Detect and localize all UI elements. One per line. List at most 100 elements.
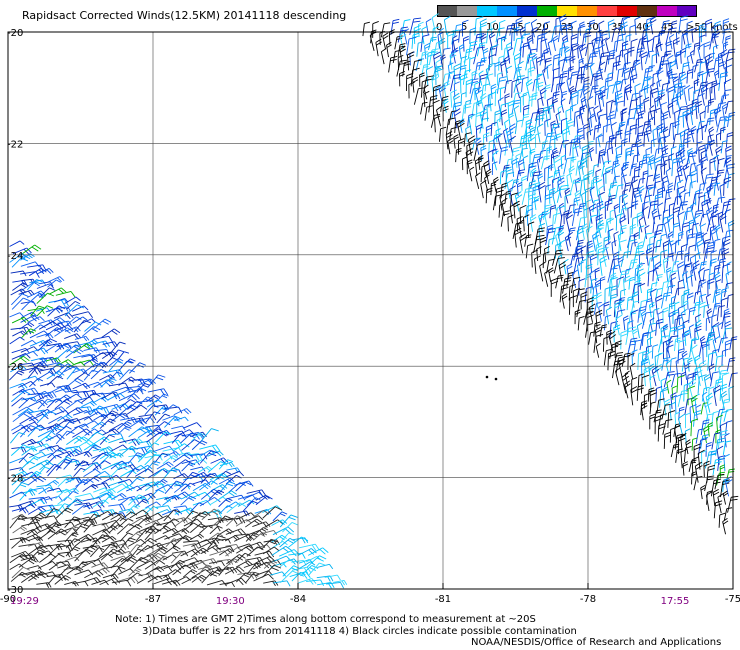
wind-barb xyxy=(697,93,705,114)
colorbar-label: 45 xyxy=(661,22,674,33)
wind-barb xyxy=(649,317,655,332)
wind-barb xyxy=(719,126,726,141)
wind-barb xyxy=(108,371,122,381)
wind-barb xyxy=(554,133,561,150)
wind-barb xyxy=(191,569,212,579)
wind-barb xyxy=(631,187,640,203)
wind-barb xyxy=(300,565,319,577)
wind-barb xyxy=(569,90,578,105)
wind-barb xyxy=(682,271,689,289)
wind-barb xyxy=(110,543,130,550)
wind-barb xyxy=(65,448,82,458)
wind-barb xyxy=(10,444,31,456)
colorbar-label: 30 xyxy=(586,22,599,33)
wind-barb xyxy=(640,402,648,421)
wind-barb xyxy=(306,555,327,568)
wind-barb xyxy=(48,561,67,571)
wind-barb xyxy=(639,299,649,318)
wind-barb xyxy=(137,516,153,526)
wind-barb xyxy=(580,291,588,310)
wind-barb xyxy=(572,44,580,64)
wind-barb xyxy=(530,19,538,38)
wind-barb xyxy=(153,468,170,477)
wind-barb xyxy=(562,277,572,294)
wind-barb xyxy=(641,311,654,329)
wind-barb xyxy=(630,300,639,315)
wind-barb xyxy=(605,241,612,260)
wind-barb xyxy=(697,43,705,64)
wind-barb xyxy=(508,112,514,128)
wind-barb xyxy=(11,297,31,310)
wind-barb xyxy=(37,398,54,410)
wind-barb xyxy=(555,111,562,128)
wind-barb xyxy=(645,174,654,189)
wind-barb xyxy=(690,202,696,220)
wind-barb xyxy=(216,515,231,526)
wind-barb xyxy=(55,503,70,514)
wind-barb xyxy=(128,426,149,438)
wind-barb xyxy=(66,316,82,326)
wind-barb xyxy=(694,461,703,483)
wind-barb xyxy=(499,193,506,211)
wind-barb xyxy=(190,547,209,558)
wind-barb xyxy=(528,180,536,198)
wind-barb xyxy=(624,34,632,50)
wind-barb xyxy=(496,76,507,94)
wind-barb xyxy=(707,98,715,113)
wind-barb xyxy=(614,100,625,119)
wind-barb xyxy=(27,516,42,526)
wind-barb xyxy=(29,330,50,339)
wind-barb xyxy=(666,61,672,77)
wind-barb xyxy=(81,400,97,408)
wind-barb xyxy=(577,316,585,331)
wind-barb xyxy=(566,263,573,280)
wind-barb xyxy=(164,480,184,495)
x-tick-label: -90 xyxy=(0,594,16,605)
wind-barb xyxy=(164,415,182,428)
wind-barb xyxy=(84,570,104,579)
wind-barb xyxy=(714,196,726,213)
wind-barb xyxy=(27,506,47,515)
wind-barb xyxy=(608,181,618,198)
wind-barb xyxy=(55,425,72,435)
wind-barb xyxy=(640,51,648,71)
wind-barb xyxy=(622,275,631,296)
wind-barb xyxy=(57,496,73,505)
wind-barb xyxy=(623,51,631,70)
colorbar-label: 0 xyxy=(436,22,443,33)
wind-barb xyxy=(19,362,36,369)
wind-barb xyxy=(219,581,236,588)
wind-barb xyxy=(704,190,710,205)
wind-barb xyxy=(218,566,231,576)
wind-barb xyxy=(663,371,675,388)
wind-barb xyxy=(129,362,146,374)
wind-barb xyxy=(552,35,559,51)
wind-barb xyxy=(618,193,627,213)
wind-barb xyxy=(460,73,468,94)
wind-barb xyxy=(492,135,500,155)
wind-barb xyxy=(47,465,62,477)
wind-barb xyxy=(651,245,661,262)
wind-barb xyxy=(65,425,85,436)
wind-barb xyxy=(717,430,728,449)
wind-barb xyxy=(723,229,734,247)
wind-barb xyxy=(552,189,560,211)
wind-barb xyxy=(189,533,205,541)
wind-barb xyxy=(593,321,601,337)
wind-barb xyxy=(19,471,37,479)
wind-barb xyxy=(644,50,655,65)
wind-barb xyxy=(585,323,593,338)
wind-barb xyxy=(481,83,490,99)
wind-barb xyxy=(697,369,703,387)
wind-barb xyxy=(478,57,488,71)
colorbar-swatch xyxy=(577,5,597,17)
wind-barb xyxy=(721,348,729,366)
wind-barb xyxy=(618,357,626,379)
wind-barb xyxy=(712,302,721,317)
wind-barb xyxy=(476,42,486,57)
wind-barb xyxy=(306,579,325,586)
wind-barb xyxy=(666,379,672,394)
wind-barb xyxy=(54,327,74,337)
wind-barb xyxy=(30,390,51,400)
wind-barb xyxy=(564,46,571,63)
